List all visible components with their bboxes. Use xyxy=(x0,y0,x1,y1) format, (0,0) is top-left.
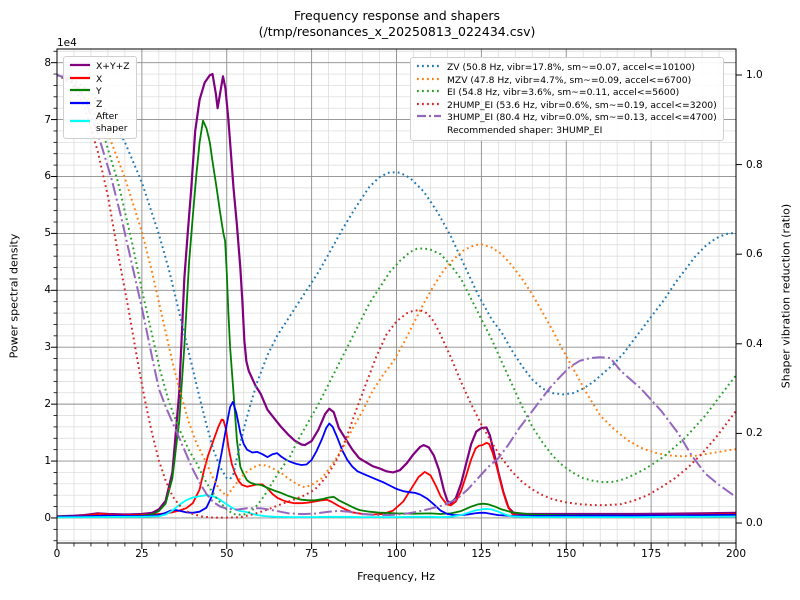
legend-psd-item-z: Z xyxy=(69,99,130,111)
legend-psd-label: X+Y+Z xyxy=(96,61,130,72)
x-tick-label: 25 xyxy=(135,548,149,560)
legend-shaper-item: 3HUMP_EI (80.4 Hz, vibr=0.0%, sm~=0.13, … xyxy=(416,112,717,124)
x-axis-label: Frequency, Hz xyxy=(357,570,435,583)
y-left-axis-label: Power spectral density xyxy=(7,233,21,359)
chart-title-line1: Frequency response and shapers xyxy=(293,8,501,23)
legend-shaper-item: 2HUMP_EI (53.6 Hz, vibr=0.6%, sm~=0.19, … xyxy=(416,100,717,112)
legend-shaper-item: Recommended shaper: 3HUMP_EI xyxy=(416,125,717,137)
x-tick-label: 0 xyxy=(53,548,61,560)
x-tick-label: 150 xyxy=(556,548,577,560)
legend-line-sample xyxy=(417,102,441,105)
legend-shaper-label: 2HUMP_EI (53.6 Hz, vibr=0.6%, sm~=0.19, … xyxy=(447,99,717,111)
legend-line-sample xyxy=(70,76,90,79)
legend-line-sample xyxy=(417,115,441,118)
legend-shaper-label: ZV (50.8 Hz, vibr=17.8%, sm~=0.07, accel… xyxy=(447,62,695,73)
y-right-axis-label: Shaper vibration reduction (ratio) xyxy=(779,203,793,389)
legend-shaper-label: 3HUMP_EI (80.4 Hz, vibr=0.0%, sm~=0.13, … xyxy=(447,112,717,123)
x-tick-label: 125 xyxy=(471,548,492,560)
legend-psd-label: Y xyxy=(96,86,102,97)
y-left-tick-label: 2 xyxy=(44,398,51,411)
curve-ei xyxy=(56,74,737,516)
legend-line-sample xyxy=(417,65,441,68)
legend-line-sample xyxy=(70,64,90,67)
y-right-tick-label: 0.4 xyxy=(746,337,763,350)
legend-line-sample xyxy=(417,77,441,80)
y-right-tick-label: 0.2 xyxy=(746,427,763,440)
legend-shaper-label: Recommended shaper: 3HUMP_EI xyxy=(447,124,603,136)
legend-line-sample xyxy=(70,89,90,92)
legend-psd-label: Z xyxy=(96,98,103,110)
chart-title-line2: (/tmp/resonances_x_20250813_022434.csv) xyxy=(258,24,536,39)
y-right-tick-label: 0.0 xyxy=(746,517,763,530)
curve-y xyxy=(56,119,736,518)
x-tick-label: 100 xyxy=(386,548,407,560)
y-left-offset-text: 1e4 xyxy=(57,37,77,49)
legend-shaper-item: ZV (50.8 Hz, vibr=17.8%, sm~=0.07, accel… xyxy=(416,62,717,74)
legend-shapers: ZV (50.8 Hz, vibr=17.8%, sm~=0.07, accel… xyxy=(410,57,724,141)
legend-psd-label: After shaper xyxy=(96,111,128,134)
legend-line-sample xyxy=(70,101,90,104)
y-left-tick-label: 8 xyxy=(44,56,51,69)
curve-3hump-ei xyxy=(56,74,737,516)
legend-shaper-item: EI (54.8 Hz, vibr=3.6%, sm~=0.11, accel<… xyxy=(416,87,717,99)
legend-psd-item-x: X xyxy=(69,74,130,86)
legend-shaper-label: EI (54.8 Hz, vibr=3.6%, sm~=0.11, accel<… xyxy=(447,87,680,98)
curve-after-shaper xyxy=(56,494,737,519)
curve-z xyxy=(56,401,737,518)
legend-psd-item-after: After shaper xyxy=(69,111,130,134)
curve-mzv xyxy=(56,74,737,498)
y-left-tick-label: 5 xyxy=(44,227,51,240)
legend-line-sample xyxy=(417,90,441,93)
legend-psd-item-y: Y xyxy=(69,86,130,98)
y-left-tick-label: 7 xyxy=(44,113,51,126)
x-tick-label: 175 xyxy=(641,548,662,560)
y-right-tick-label: 1.0 xyxy=(746,68,763,81)
x-tick-label: 75 xyxy=(304,548,319,560)
x-tick-label: 200 xyxy=(725,548,747,560)
legend-psd-label: X xyxy=(96,73,103,85)
curve-2hump-ei xyxy=(56,74,737,519)
y-left-tick-label: 4 xyxy=(44,284,51,297)
y-left-tick-label: 1 xyxy=(44,455,51,468)
y-left-tick-label: 0 xyxy=(44,511,51,524)
y-right-tick-label: 0.8 xyxy=(746,158,763,171)
legend-shaper-label: MZV (47.8 Hz, vibr=4.7%, sm~=0.09, accel… xyxy=(447,74,692,86)
legend-shaper-item: MZV (47.8 Hz, vibr=4.7%, sm~=0.09, accel… xyxy=(416,75,717,87)
legend-line-sample xyxy=(70,119,90,123)
y-left-tick-label: 3 xyxy=(44,341,51,354)
y-left-tick-label: 6 xyxy=(44,170,51,183)
legend-psd-item-x-y-z: X+Y+Z xyxy=(69,61,130,73)
x-tick-label: 50 xyxy=(220,548,234,560)
y-right-tick-label: 0.6 xyxy=(746,248,763,261)
curve-x-y-z xyxy=(56,72,737,518)
legend-psd: X+Y+Z X Y Z After shaper xyxy=(63,56,137,139)
